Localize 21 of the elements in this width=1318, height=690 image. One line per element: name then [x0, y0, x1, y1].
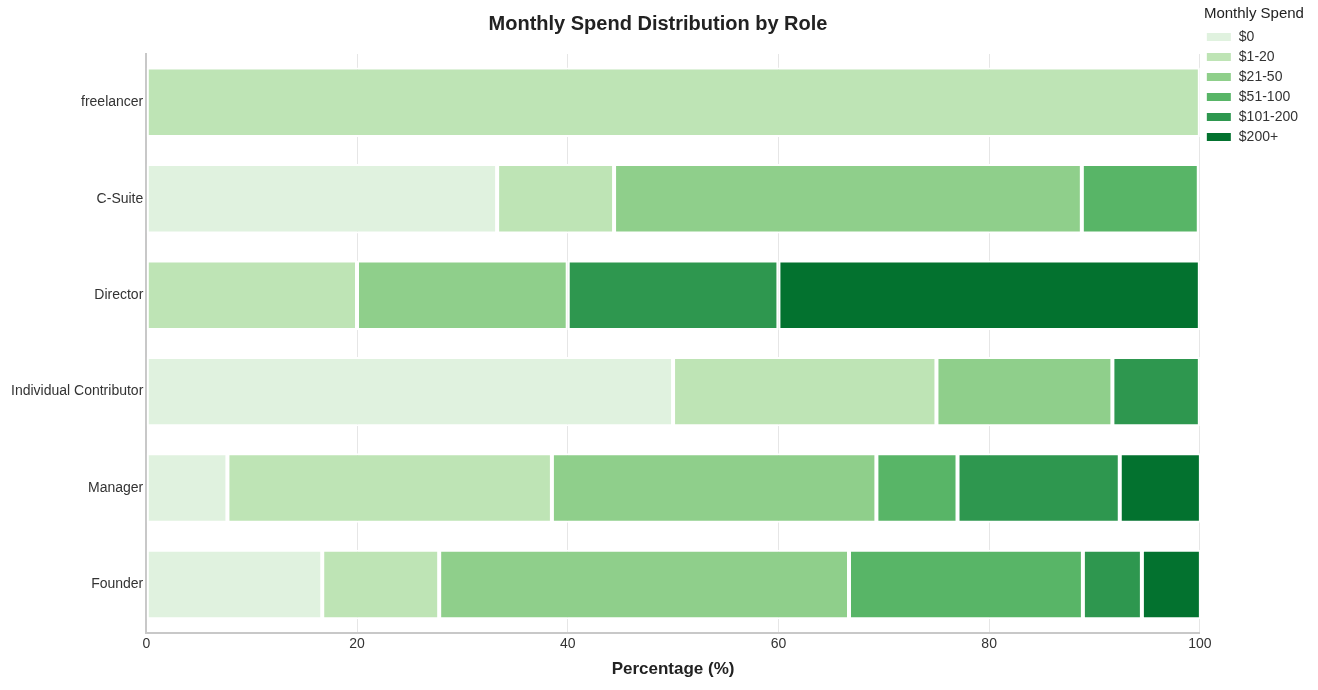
x-tick-label: 60 [770, 635, 787, 652]
chart-title: Monthly Spend Distribution by Role [488, 11, 828, 34]
legend-label: $51-100 [1238, 87, 1291, 104]
y-tick-label: Individual Contributor [11, 382, 144, 399]
x-tick-label: 40 [559, 635, 576, 652]
legend-label: $101-200 [1238, 107, 1299, 124]
x-tick-label: 0 [142, 635, 151, 652]
x-tick-label: 20 [349, 635, 365, 652]
legend-label: $1-20 [1238, 47, 1275, 64]
x-axis-title: Percentage (%) [611, 659, 735, 679]
legend-label: $21-50 [1238, 67, 1283, 84]
x-tick-label: 80 [981, 635, 998, 652]
legend-label: $200+ [1238, 127, 1279, 144]
y-tick-label: Manager [88, 478, 144, 495]
legend-label: $0 [1238, 27, 1255, 44]
y-tick-label: Founder [91, 575, 144, 592]
y-tick-label: freelancer [81, 93, 144, 110]
legend-title: Monthly Spend [1203, 3, 1304, 21]
x-tick-label: 100 [1188, 635, 1212, 652]
y-tick-label: Director [94, 286, 144, 303]
y-tick-label: C-Suite [96, 189, 144, 206]
